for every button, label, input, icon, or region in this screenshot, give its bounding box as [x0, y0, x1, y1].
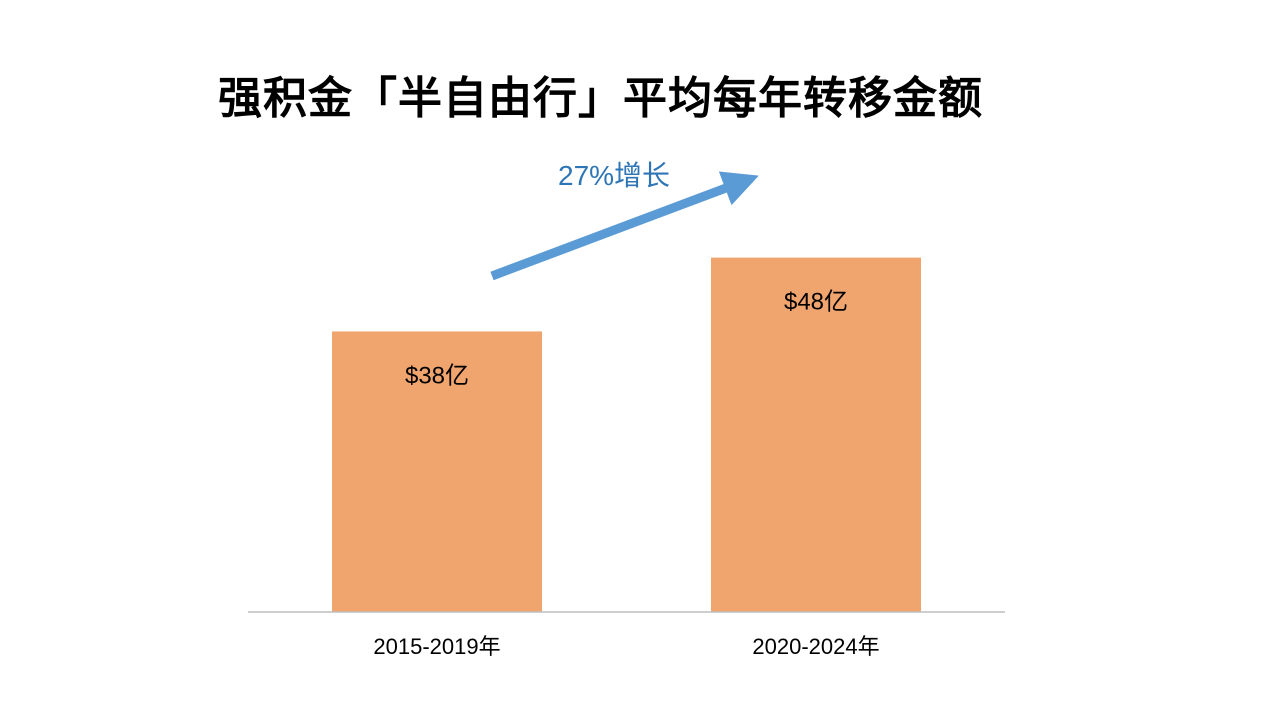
x-tick-label-2: 2020-2024年: [752, 634, 879, 659]
bar-2: [711, 257, 921, 612]
growth-annotation: 27%增长: [558, 160, 670, 191]
bar-data-label-2: $48亿: [784, 289, 848, 316]
x-tick-label-1: 2015-2019年: [373, 634, 500, 659]
growth-arrow-icon: [490, 171, 759, 281]
tick-labels-group: 2015-2019年 2020-2024年: [373, 634, 879, 659]
bars-group: $38亿 $48亿: [332, 257, 921, 612]
bar-1: [332, 331, 542, 612]
chart-title: 强积金「半自由行」平均每年转移金额: [218, 73, 983, 124]
bar-data-label-1: $38亿: [405, 362, 469, 389]
